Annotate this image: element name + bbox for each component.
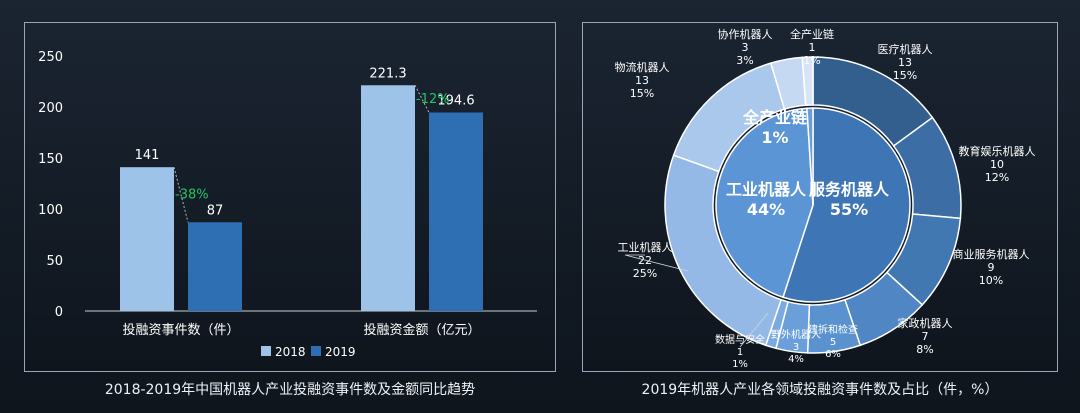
- inner-slice: [806, 107, 814, 206]
- donut-chart-panel: 服务机器人 55% 工业机器人 44% 全产业链 1% 医疗机器人 13 15% 教育娱乐机器人 1…: [582, 22, 1058, 372]
- legend-swatch-2018: [261, 346, 271, 356]
- outer-slice-pct: 15%: [630, 87, 654, 100]
- change-percent-label: -12%: [416, 92, 450, 107]
- outer-slice-pct: 8%: [916, 343, 933, 356]
- outer-slice-name: 家政机器人: [898, 316, 953, 330]
- outer-slice-pct: 15%: [893, 69, 917, 82]
- outer-slice-count: 13: [635, 74, 649, 87]
- outer-slice-count: 3: [793, 342, 799, 353]
- outer-slice-count: 5: [830, 337, 836, 348]
- inner-slice-pct: 44%: [747, 200, 785, 219]
- outer-slice-pct: 3%: [736, 54, 753, 67]
- outer-slice-name: 野外机器人: [771, 328, 821, 341]
- outer-slice-name: 物流机器人: [615, 60, 670, 74]
- bar-2018: [361, 85, 415, 311]
- outer-slice-count: 1: [809, 41, 816, 54]
- leader-line: [624, 254, 689, 272]
- outer-slice-pct: 10%: [979, 274, 1003, 287]
- y-tick-label: 0: [55, 305, 63, 320]
- inner-slice-pct: 55%: [830, 200, 868, 219]
- legend-swatch-2019: [311, 346, 321, 356]
- bar-value-label: 87: [207, 203, 224, 218]
- outer-slice-count: 10: [990, 158, 1004, 171]
- outer-slice-count: 22: [638, 254, 652, 267]
- y-tick-label: 50: [46, 254, 63, 269]
- bar-2019: [429, 112, 483, 312]
- bar-2018: [120, 167, 174, 311]
- outer-slice-count: 9: [988, 261, 995, 274]
- inner-slice-name: 全产业链: [742, 108, 808, 127]
- bar-2019: [188, 222, 242, 311]
- outer-slice-count: 3: [742, 41, 749, 54]
- outer-slice-pct: 25%: [633, 267, 657, 280]
- bar-value-label: 221.3: [369, 66, 406, 81]
- inner-slice: [782, 107, 911, 303]
- inner-slice-name: 工业机器人: [726, 180, 807, 199]
- inner-slice-pct: 1%: [761, 128, 788, 147]
- x-category-label: 投融资事件数（件）: [122, 322, 239, 338]
- outer-slice-name: 数据与安全: [715, 333, 765, 346]
- donut-chart: 服务机器人55%工业机器人44%全产业链1%医疗机器人1315%教育娱乐机器人1…: [615, 27, 1036, 370]
- inner-slice-name: 服务机器人: [809, 180, 890, 199]
- outer-slice: [801, 56, 814, 107]
- bar-chart: 0 50 100 150 200 250 141 87-38% 投融资事件数（件） 221.3 19…: [38, 50, 537, 359]
- bar-chart-panel: 0 50 100 150 200 250 141 87 -38% 投融资事件数（件） 221.3 19…: [24, 22, 556, 372]
- legend-label: 2018: [275, 345, 306, 359]
- outer-slice-name: 全产业链: [790, 27, 834, 41]
- outer-slice-name: 医疗机器人: [878, 42, 933, 56]
- outer-slice-count: 7: [922, 330, 929, 343]
- inner-slice: [715, 107, 814, 299]
- y-tick-label: 150: [38, 152, 63, 167]
- leader-line: [739, 312, 769, 348]
- donut-chart-caption: 2019年机器人产业各领域投融资事件数及占比（件，%）: [641, 382, 999, 398]
- outer-slice-pct: 6%: [825, 349, 841, 360]
- outer-slice-name: 建拆和检查: [808, 323, 858, 336]
- legend-label: 2019: [325, 345, 356, 359]
- change-percent-label: -38%: [175, 188, 209, 203]
- bar-value-label: 141: [135, 148, 160, 163]
- bar-chart-caption: 2018-2019年中国机器人产业投融资事件数及金额同比趋势: [104, 382, 476, 398]
- outer-slice-count: 13: [898, 56, 912, 69]
- outer-slice-name: 商业服务机器人: [953, 247, 1030, 261]
- outer-slice-pct: 12%: [985, 171, 1009, 184]
- bar-value-label: 194.6: [437, 94, 474, 109]
- y-tick-label: 250: [38, 50, 63, 65]
- change-connector: [173, 167, 189, 223]
- x-category-label: 投融资金额（亿元）: [363, 322, 480, 338]
- y-tick-label: 200: [38, 101, 63, 116]
- outer-slice-pct: 1%: [803, 54, 820, 67]
- outer-slice-name: 教育娱乐机器人: [959, 144, 1036, 158]
- outer-slice-name: 协作机器人: [718, 27, 773, 41]
- outer-slice-pct: 1%: [732, 359, 748, 370]
- y-tick-label: 100: [38, 203, 63, 218]
- outer-slice-pct: 4%: [788, 354, 804, 365]
- outer-slice-count: 1: [737, 347, 743, 358]
- outer-slice-name: 工业机器人: [618, 240, 673, 254]
- change-connector: [414, 85, 430, 113]
